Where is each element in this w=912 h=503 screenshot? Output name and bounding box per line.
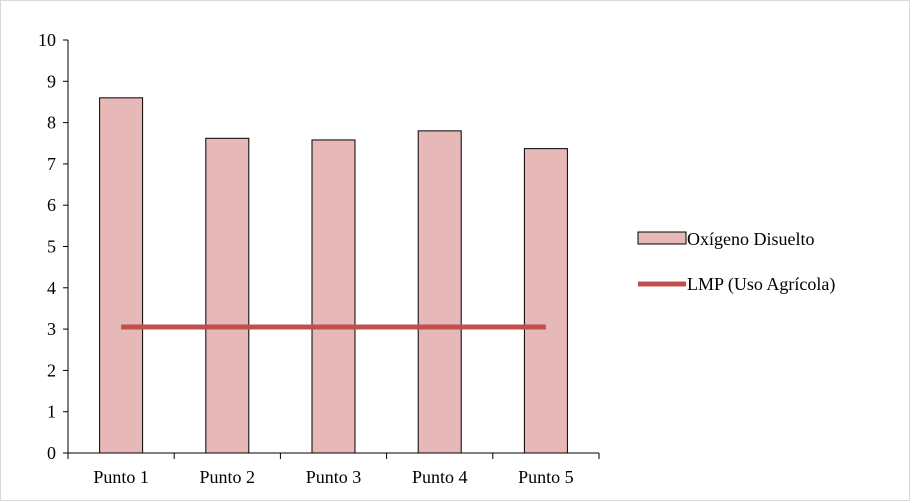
y-tick-label: 9 <box>47 71 56 91</box>
y-tick-label: 2 <box>47 360 56 380</box>
x-tick-label: Punto 2 <box>200 467 256 487</box>
y-tick-label: 0 <box>47 443 56 463</box>
y-tick-label: 10 <box>38 30 56 50</box>
legend-bar-swatch <box>637 231 687 245</box>
x-tick-label: Punto 5 <box>518 467 574 487</box>
y-tick-label: 4 <box>47 278 56 298</box>
legend-line-label: LMP (Uso Agrícola) <box>687 274 835 295</box>
x-tick-label: Punto 3 <box>306 467 362 487</box>
y-tick-label: 7 <box>47 154 56 174</box>
bar-punto-4 <box>417 130 462 454</box>
y-tick-label: 8 <box>47 113 56 133</box>
bars-layer <box>99 97 568 454</box>
y-axis-ticks: 0 1 2 3 4 5 6 7 8 9 10 <box>38 30 68 463</box>
bar-punto-2 <box>205 137 250 454</box>
bar-punto-3 <box>311 139 356 454</box>
x-axis-ticks: Punto 1 Punto 2 Punto 3 Punto 4 Punto 5 <box>67 453 600 487</box>
legend-item-bar: Oxígeno Disuelto <box>637 229 815 249</box>
y-tick-label: 6 <box>47 195 56 215</box>
bar-punto-5 <box>523 148 568 454</box>
y-tick-label: 5 <box>47 237 56 257</box>
legend-item-line: LMP (Uso Agrícola) <box>638 274 835 295</box>
x-tick-label: Punto 4 <box>412 467 468 487</box>
legend-bar-label: Oxígeno Disuelto <box>687 229 815 249</box>
x-tick-label: Punto 1 <box>93 467 149 487</box>
y-tick-label: 1 <box>47 402 56 422</box>
y-tick-label: 3 <box>47 319 56 339</box>
legend: Oxígeno Disuelto LMP (Uso Agrícola) <box>637 229 835 295</box>
bar-punto-1 <box>99 97 144 454</box>
